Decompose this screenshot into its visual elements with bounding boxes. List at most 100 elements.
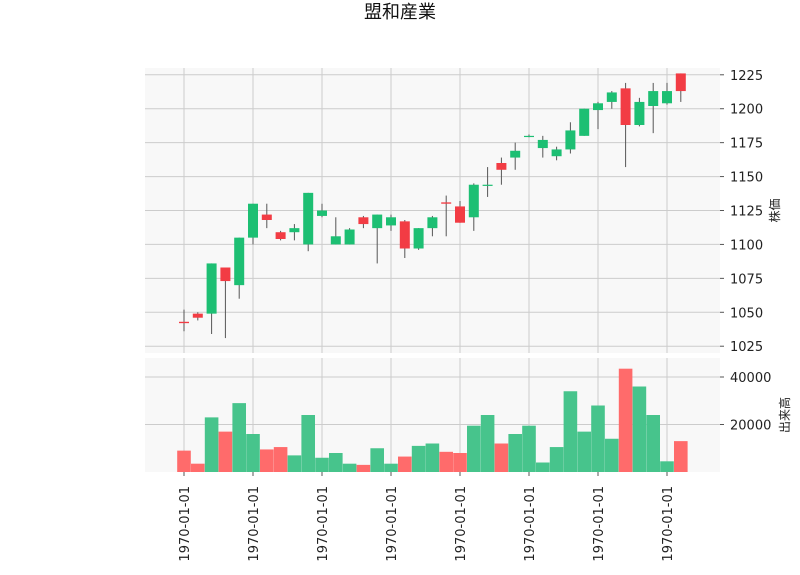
candle-body — [399, 221, 410, 249]
candle-body — [482, 184, 493, 186]
candle-body — [620, 88, 631, 125]
candle-body — [220, 267, 231, 282]
volume-bar — [329, 453, 343, 472]
candle-body — [551, 149, 562, 157]
candle-body — [358, 217, 369, 225]
volume-bar — [246, 434, 260, 472]
volume-bar — [522, 425, 536, 472]
x-axis: 1970-01-01 1970-01-01 1970-01-01 1970-01-01… — [178, 472, 676, 562]
candle-body — [593, 103, 603, 111]
candle-body — [510, 150, 521, 158]
candle-body — [344, 229, 355, 245]
volume-bar — [301, 415, 315, 472]
x-tick-label: 1970-01-01 — [592, 486, 607, 562]
volume-bar — [591, 405, 605, 472]
volume-bar — [605, 438, 619, 472]
candle-body — [275, 232, 286, 239]
price-panel: 1025 1050 1075 1100 1125 1150 1175 1200 1225 — [145, 68, 763, 355]
price-tick-label: 1100 — [730, 238, 763, 253]
volume-bar — [494, 443, 509, 472]
candle-body — [537, 139, 548, 149]
volume-bar — [439, 451, 453, 472]
volume-bar — [370, 448, 384, 472]
x-tick-label: 1970-01-01 — [178, 486, 193, 562]
volume-bar — [273, 447, 288, 472]
volume-bar — [660, 461, 674, 472]
volume-bar — [632, 386, 647, 472]
candle-body — [524, 135, 534, 138]
candle-body — [565, 130, 576, 150]
price-tick-label: 1225 — [730, 69, 763, 84]
volume-axis-label: 出来高 — [777, 397, 792, 433]
x-tick-label: 1970-01-01 — [316, 486, 331, 562]
volume-panel: 20000 40000 — [145, 358, 771, 472]
volume-tick-label: 20000 — [730, 419, 771, 434]
candle-body — [303, 192, 314, 245]
candle-body — [317, 210, 327, 216]
chart-title: 盟和産業 — [364, 2, 436, 23]
candle-body — [386, 217, 396, 226]
volume-bar — [287, 455, 302, 472]
candle-body — [179, 321, 189, 324]
volume-bar — [453, 453, 467, 472]
candle-body — [248, 203, 258, 238]
volume-bar — [536, 462, 550, 472]
volume-bar — [260, 449, 274, 472]
candle-body — [455, 206, 465, 223]
volume-bar — [384, 463, 398, 472]
candle-body — [234, 237, 245, 286]
volume-bar — [191, 463, 205, 472]
volume-bar — [480, 415, 495, 472]
volume-bar — [232, 403, 246, 472]
candle-body — [662, 91, 672, 104]
volume-bar — [467, 425, 481, 472]
volume-bar — [398, 456, 412, 472]
candle-body — [579, 108, 590, 136]
candle-body — [206, 263, 217, 314]
volume-bar — [315, 457, 329, 472]
candle-body — [634, 101, 645, 125]
candle-body — [427, 217, 438, 229]
candle-body — [413, 228, 424, 249]
x-tick-label: 1970-01-01 — [523, 486, 538, 562]
candle-body — [496, 163, 507, 170]
volume-bar — [177, 450, 191, 472]
candle-body — [468, 184, 479, 218]
volume-bar — [508, 434, 522, 472]
volume-bar — [646, 415, 660, 472]
volume-bar — [218, 431, 233, 472]
volume-bar — [577, 431, 591, 472]
x-tick-label: 1970-01-01 — [247, 486, 262, 562]
candle-body — [330, 236, 341, 245]
volume-bar — [674, 441, 688, 472]
candle-body — [675, 73, 686, 92]
price-tick-label: 1175 — [730, 137, 763, 152]
x-tick-label: 1970-01-01 — [385, 486, 400, 562]
volume-bar — [618, 368, 633, 472]
candle-body — [372, 214, 383, 229]
x-tick-label: 1970-01-01 — [454, 486, 469, 562]
candle-body — [606, 92, 617, 102]
price-tick-label: 1025 — [730, 340, 763, 355]
volume-bar — [411, 445, 426, 472]
x-tick-label: 1970-01-01 — [661, 486, 676, 562]
volume-bar — [342, 463, 357, 472]
candle-body — [192, 313, 203, 318]
volume-bar — [425, 443, 440, 472]
price-axis-label: 株価 — [767, 198, 782, 222]
volume-bar — [549, 447, 564, 472]
price-tick-label: 1050 — [730, 306, 763, 321]
volume-bar — [356, 464, 371, 472]
candle-body — [441, 202, 452, 204]
price-tick-label: 1150 — [730, 171, 763, 186]
volume-bar — [204, 417, 219, 472]
candle-body — [261, 214, 272, 220]
volume-bar — [563, 391, 578, 472]
candle-body — [648, 91, 659, 106]
candle-body — [289, 228, 300, 233]
price-tick-label: 1125 — [730, 205, 763, 220]
price-tick-label: 1075 — [730, 272, 763, 287]
price-tick-label: 1200 — [730, 103, 763, 118]
volume-tick-label: 40000 — [730, 371, 771, 386]
